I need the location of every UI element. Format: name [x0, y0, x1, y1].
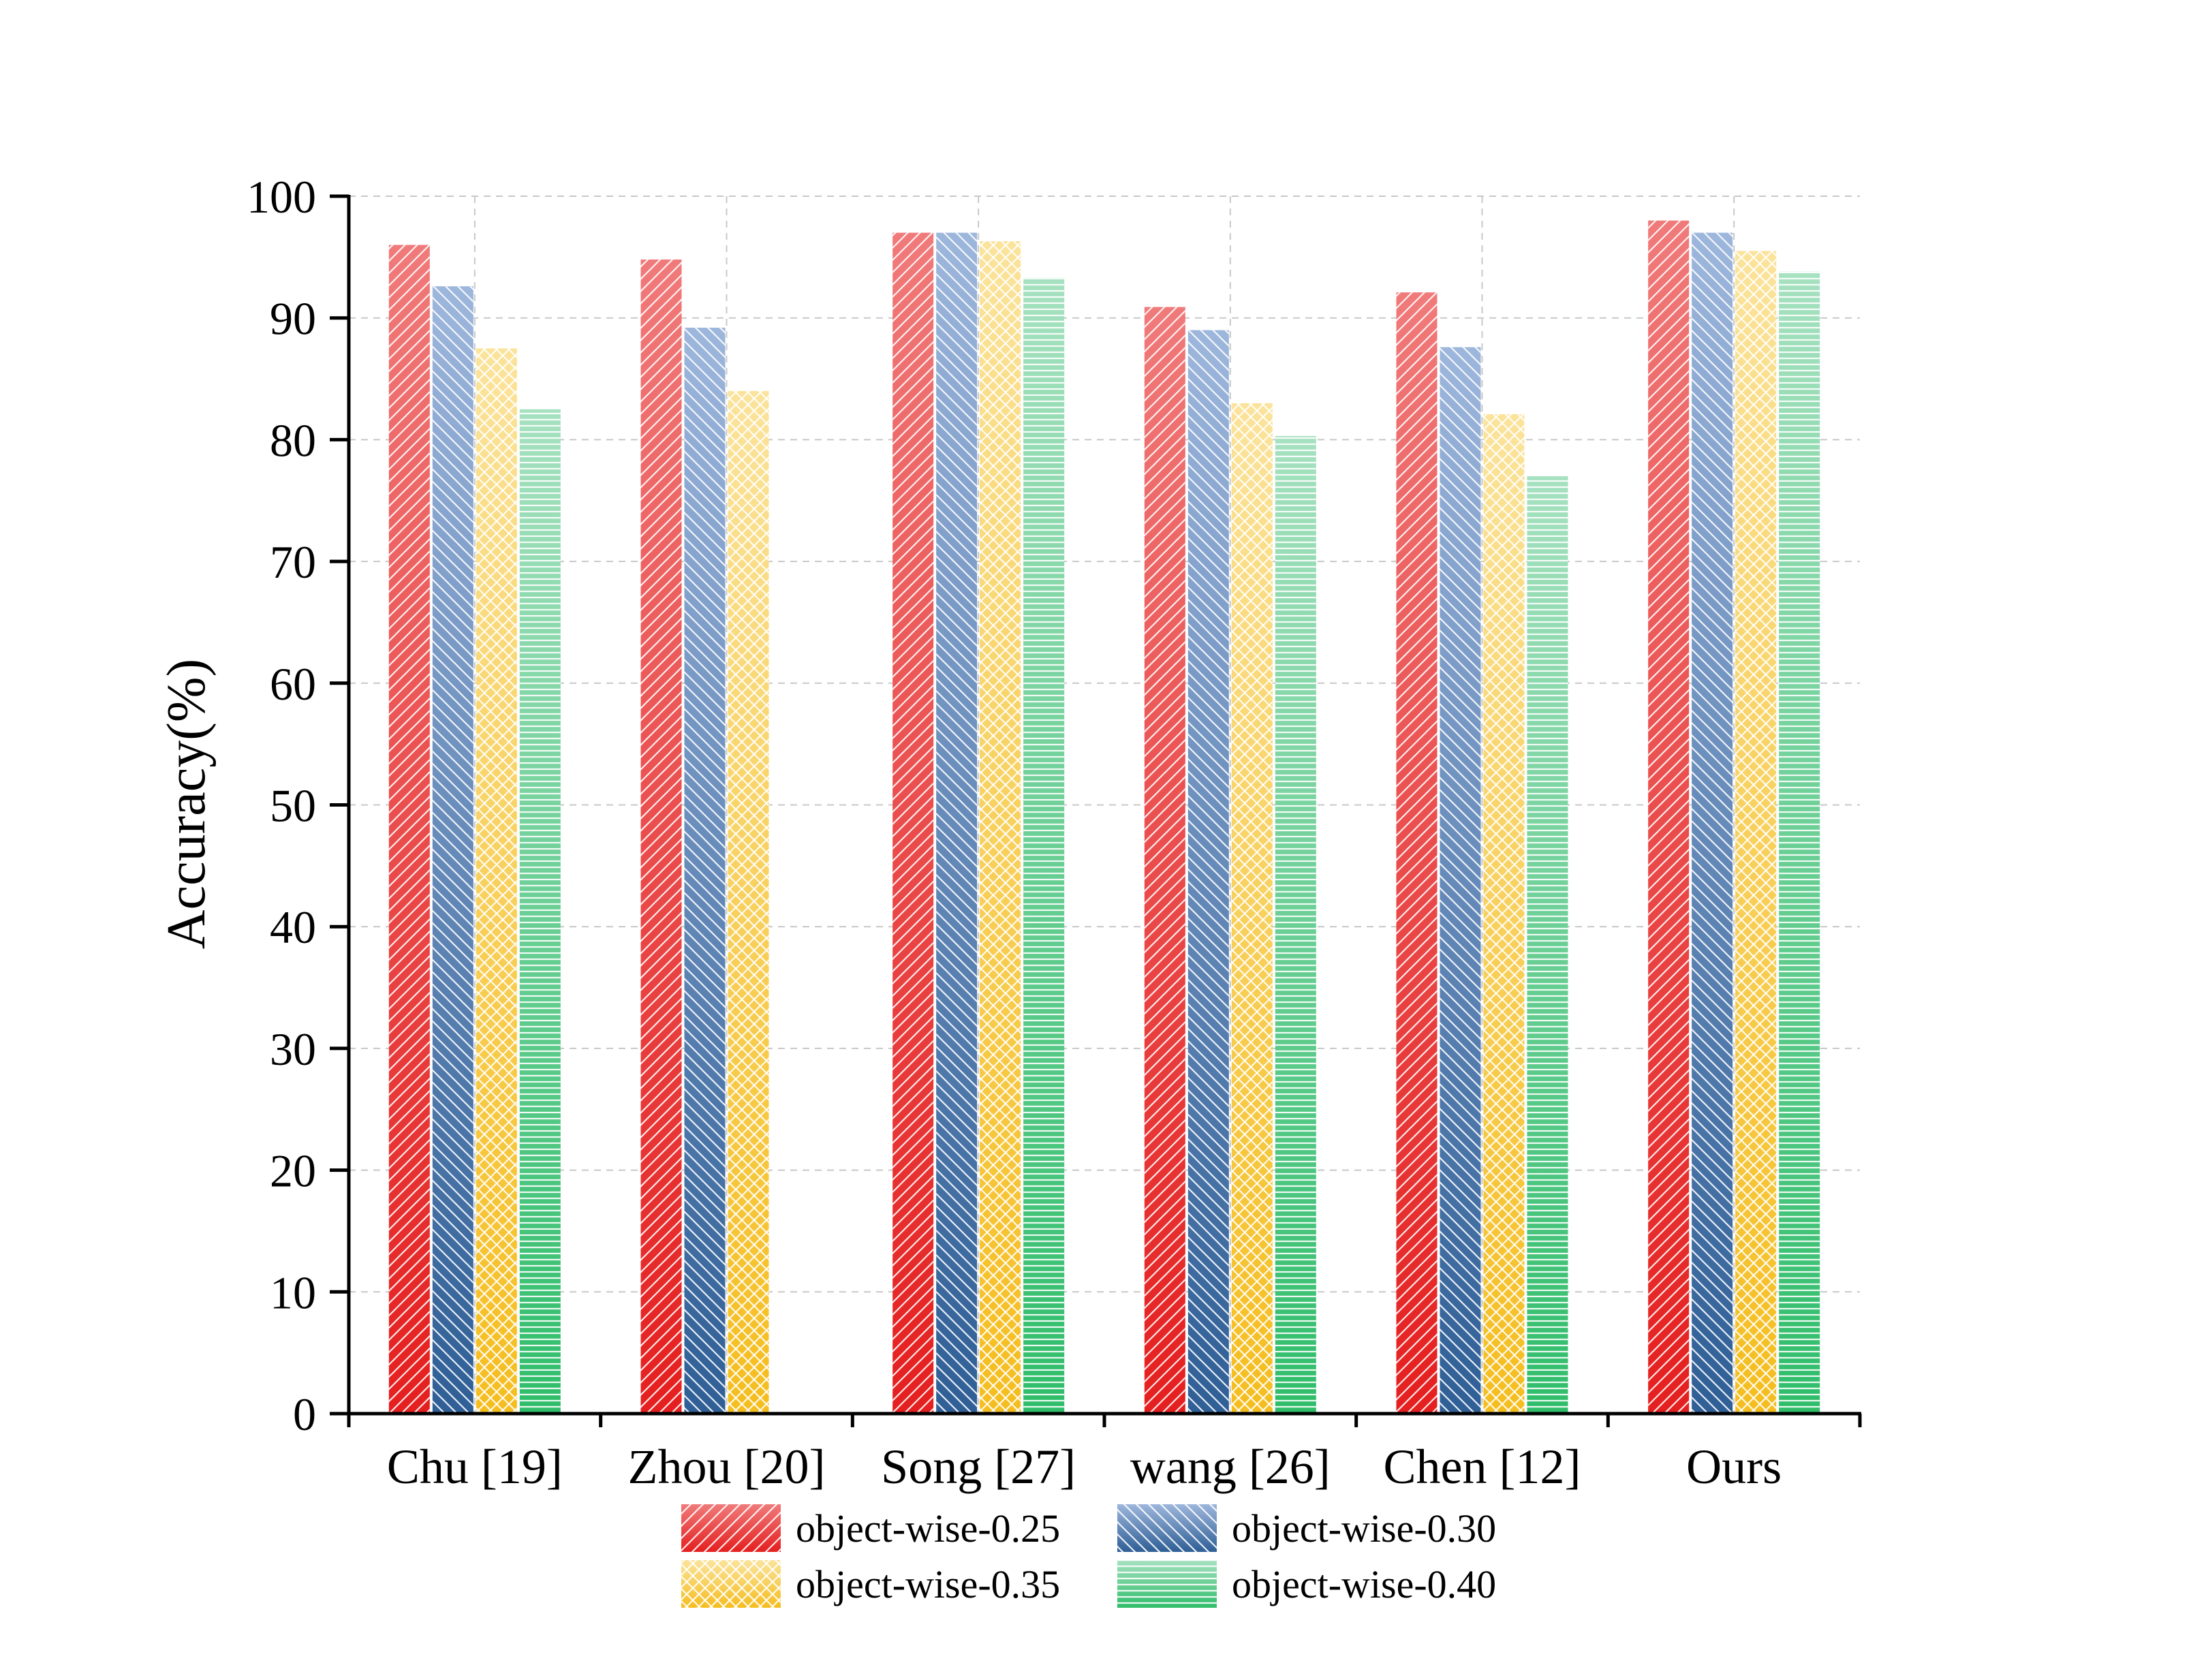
bar-hatch: [1275, 436, 1316, 1414]
bar: [1396, 292, 1438, 1414]
bar-hatch: [1692, 232, 1733, 1414]
bar-hatch: [1527, 476, 1568, 1414]
bar: [519, 409, 561, 1414]
bar: [1144, 307, 1185, 1414]
legend-label: object-wise-0.25: [796, 1506, 1060, 1551]
y-tick-label: 80: [270, 414, 316, 466]
bar-hatch: [728, 390, 769, 1414]
bar-hatch: [1023, 277, 1065, 1414]
bar-hatch: [388, 245, 430, 1414]
bar-hatch: [1735, 251, 1777, 1414]
bar-hatch: [1483, 414, 1525, 1414]
x-tick-label: Song [27]: [881, 1440, 1076, 1494]
bars: [388, 220, 1820, 1414]
y-tick-label: 60: [270, 658, 316, 710]
legend-item: object-wise-0.40: [1117, 1560, 1496, 1608]
bar: [1779, 271, 1820, 1414]
bar: [432, 286, 473, 1414]
legend-swatch-hatch: [1117, 1560, 1217, 1608]
x-tick-label: wang [26]: [1130, 1440, 1331, 1494]
x-tick-label: Chen [12]: [1384, 1440, 1581, 1494]
x-tick-label: Ours: [1686, 1440, 1782, 1494]
legend-swatch-hatch: [681, 1560, 781, 1608]
bar: [684, 327, 726, 1414]
y-tick-label: 40: [270, 901, 316, 953]
x-tick-label: Chu [19]: [387, 1440, 563, 1494]
bar: [640, 259, 682, 1414]
legend-swatch-hatch: [1117, 1504, 1217, 1552]
bar: [936, 232, 978, 1414]
legend-item: object-wise-0.30: [1117, 1504, 1496, 1552]
bar-hatch: [1648, 220, 1690, 1414]
bar-hatch: [980, 241, 1021, 1414]
bar-hatch: [432, 286, 473, 1414]
bar-hatch: [1779, 271, 1820, 1414]
axes: 0 10 20 30 40 50 60 70 80 90 100 Chu [19] Zhou [20] S…: [247, 171, 1862, 1494]
legend-label: object-wise-0.30: [1232, 1506, 1496, 1551]
bar: [1231, 403, 1273, 1414]
y-tick-label: 30: [270, 1023, 316, 1075]
y-tick-label: 100: [247, 171, 316, 223]
bar: [388, 245, 430, 1414]
bar-hatch: [684, 327, 726, 1414]
bar: [1735, 251, 1777, 1414]
y-tick-label: 0: [293, 1388, 316, 1440]
bar: [728, 390, 769, 1414]
bar: [1023, 277, 1065, 1414]
bar-hatch: [1231, 403, 1273, 1414]
y-tick-label: 70: [270, 536, 316, 588]
y-tick-label: 50: [270, 780, 316, 832]
legend-label: object-wise-0.35: [796, 1562, 1060, 1606]
bar: [892, 232, 934, 1414]
legend: object-wise-0.25 object-wise-0.30 object-w…: [681, 1504, 1496, 1608]
bar: [1187, 330, 1229, 1414]
y-tick-label: 90: [270, 293, 316, 345]
bar: [1692, 232, 1733, 1414]
bar-hatch: [1144, 307, 1185, 1414]
bar: [1275, 436, 1316, 1414]
y-axis-label: Accuracy(%): [157, 659, 217, 949]
bar: [1440, 347, 1481, 1414]
legend-item: object-wise-0.35: [681, 1560, 1060, 1608]
y-tick-label: 10: [270, 1266, 316, 1318]
grid-lines: [349, 196, 1860, 1414]
bar: [1527, 476, 1568, 1414]
bar-hatch: [892, 232, 934, 1414]
legend-swatch-hatch: [681, 1504, 781, 1552]
bar-hatch: [519, 409, 561, 1414]
bar: [980, 241, 1021, 1414]
bar-hatch: [640, 259, 682, 1414]
bar: [1483, 414, 1525, 1414]
bar-hatch: [936, 232, 978, 1414]
bar: [476, 348, 517, 1414]
y-tick-label: 20: [270, 1145, 316, 1197]
x-tick-label: Zhou [20]: [628, 1440, 826, 1494]
bar: [1648, 220, 1690, 1414]
bar-hatch: [1440, 347, 1481, 1414]
legend-item: object-wise-0.25: [681, 1504, 1060, 1552]
bar-hatch: [476, 348, 517, 1414]
legend-label: object-wise-0.40: [1232, 1562, 1496, 1606]
bar-hatch: [1396, 292, 1438, 1414]
bar-hatch: [1187, 330, 1229, 1414]
